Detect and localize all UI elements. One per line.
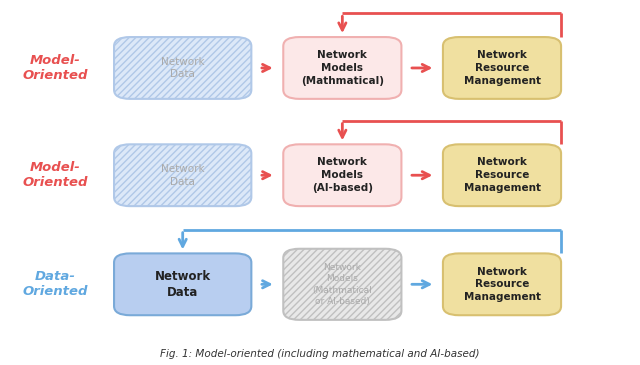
FancyBboxPatch shape [284, 249, 401, 320]
FancyBboxPatch shape [443, 144, 561, 206]
Text: Network
Resource
Management: Network Resource Management [463, 266, 541, 302]
Text: Network
Resource
Management: Network Resource Management [463, 50, 541, 86]
Text: Model-
Oriented: Model- Oriented [22, 54, 88, 82]
FancyBboxPatch shape [284, 37, 401, 99]
Text: Network
Data: Network Data [161, 164, 205, 187]
FancyBboxPatch shape [443, 37, 561, 99]
Text: Network
Models
(AI-based): Network Models (AI-based) [312, 157, 373, 193]
Text: Network
Models
(Mathmatical): Network Models (Mathmatical) [301, 50, 384, 86]
FancyBboxPatch shape [443, 253, 561, 315]
Text: Network
Data: Network Data [155, 270, 211, 299]
Text: Network
Resource
Management: Network Resource Management [463, 157, 541, 193]
Text: Network
Data: Network Data [161, 57, 205, 79]
FancyBboxPatch shape [114, 253, 252, 315]
FancyBboxPatch shape [114, 37, 252, 99]
Text: Network
Models
(Mathmatical
or AI-based): Network Models (Mathmatical or AI-based) [312, 263, 372, 306]
FancyBboxPatch shape [284, 144, 401, 206]
Text: Fig. 1: Model-oriented (including mathematical and AI-based): Fig. 1: Model-oriented (including mathem… [160, 349, 480, 359]
Text: Model-
Oriented: Model- Oriented [22, 161, 88, 189]
FancyBboxPatch shape [114, 144, 252, 206]
Text: Data-
Oriented: Data- Oriented [22, 270, 88, 298]
